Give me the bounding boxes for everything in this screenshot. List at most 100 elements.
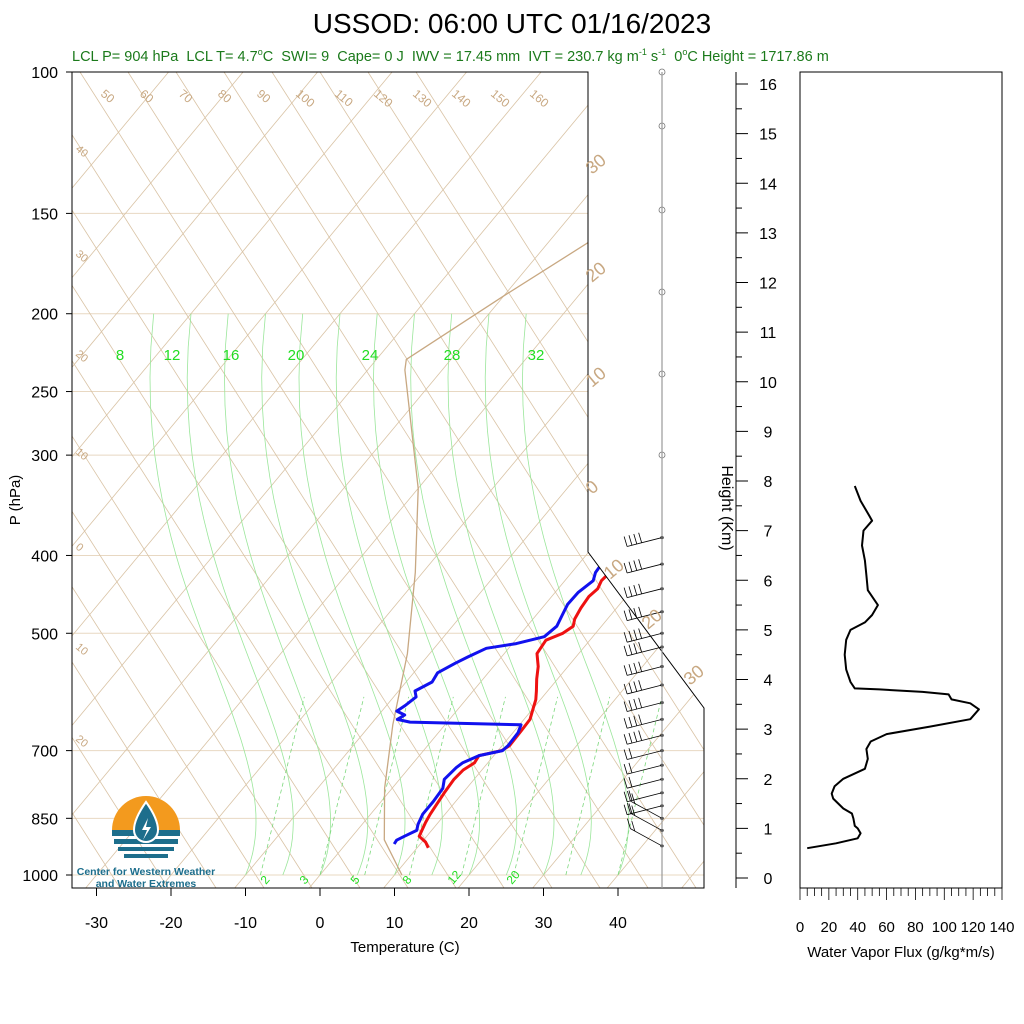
- wind-barb-feather: [628, 664, 633, 675]
- isotherm-label-top: 120: [371, 87, 396, 111]
- wind-barb-staff: [627, 764, 663, 775]
- wind-barb: [623, 606, 664, 621]
- x-tick-label: 10: [386, 915, 404, 932]
- moist-adiabat-line: [149, 313, 257, 876]
- isotherm-label-top: 110: [332, 87, 356, 110]
- wind-barb-staff: [627, 792, 663, 803]
- vapor-flux-frame: [799, 71, 1003, 889]
- wind-barb: [627, 790, 664, 820]
- isotherm-line: [756, 72, 1024, 888]
- isotherm-line: [72, 72, 691, 888]
- vapor-tick-label: 120: [961, 919, 986, 936]
- lcl-temperature: LCL T= 4.7oC: [186, 47, 274, 65]
- height-tick-label: 16: [759, 77, 777, 94]
- cw3e-logo: [112, 796, 180, 858]
- wind-barb: [623, 790, 664, 803]
- moist-adiabat-line: [484, 313, 592, 876]
- wind-barb-staff: [630, 828, 663, 847]
- wind-barb: [623, 803, 664, 816]
- mixing-ratio-label-top: 16: [223, 347, 240, 364]
- mixing-ratio-label-top: 12: [164, 347, 181, 364]
- wind-barb: [623, 680, 664, 695]
- wind-barb-feather: [638, 559, 643, 570]
- wind-barb-staff: [627, 805, 663, 816]
- logo-caption: Center for Western Weather and Water Ext…: [56, 866, 236, 890]
- x-tick-label: 20: [460, 915, 478, 932]
- height-tick-label: 8: [764, 474, 773, 491]
- isotherm-label-top: 140: [449, 87, 474, 111]
- isotherm-label-top: 90: [254, 87, 273, 107]
- wind-barb: [623, 748, 664, 760]
- height-axis-label: Height (Km): [718, 465, 735, 550]
- isotherm-label-right: 0: [582, 476, 603, 498]
- height-tick-label: 14: [759, 176, 777, 193]
- dry-adiabat-line: [175, 72, 697, 888]
- dry-adiabat-line: [319, 72, 704, 888]
- isotherm-label-top: 150: [488, 87, 513, 111]
- x-tick-label: 40: [609, 915, 627, 932]
- dry-adiabat-line: [271, 72, 704, 888]
- height-tick-label: 3: [764, 722, 773, 739]
- wind-barb-feather: [628, 803, 633, 814]
- wind-barb: [623, 661, 664, 676]
- dry-adiabat-line: [72, 72, 409, 888]
- wind-barb: [623, 559, 664, 574]
- isotherm-label-top: 130: [410, 87, 435, 111]
- dry-adiabat-line: [72, 72, 361, 888]
- wind-barb-feather: [631, 805, 636, 816]
- pressure-tick-label: 400: [31, 548, 58, 565]
- wind-barb-feather: [623, 610, 628, 621]
- moist-adiabat-line: [186, 313, 294, 876]
- wind-barb-staff: [627, 646, 663, 657]
- pressure-tick-label: 1000: [22, 868, 58, 885]
- x-axis-label: Temperature (C): [350, 939, 459, 956]
- wind-barb-staff: [627, 734, 663, 745]
- wind-barb-feather: [628, 586, 633, 597]
- x-tick-label: -20: [159, 915, 182, 932]
- wind-barb-feather: [638, 730, 643, 741]
- vapor-tick-label: 40: [849, 919, 866, 936]
- isotherm-label-top: 160: [527, 87, 552, 111]
- wind-barb-feather: [638, 628, 643, 639]
- wind-barb-staff: [627, 718, 663, 729]
- freezing-level: 0oC Height = 1717.86 m: [674, 47, 829, 65]
- lcl-pressure: LCL P= 904 hPa: [72, 48, 179, 65]
- vapor-tick-label: 80: [907, 919, 924, 936]
- wind-barb: [623, 714, 664, 729]
- logo-caption-line2: and Water Extremes: [95, 878, 197, 890]
- wind-barb-feather: [628, 732, 633, 744]
- wind-barb-feather: [623, 632, 628, 643]
- height-tick-label: 4: [764, 673, 773, 690]
- vapor-tick-label: 140: [989, 919, 1014, 936]
- wind-barb-feather: [633, 643, 638, 654]
- moist-adiabat-line: [410, 313, 518, 876]
- pressure-tick-label: 100: [31, 65, 58, 82]
- wind-barb-feather: [623, 718, 628, 729]
- moist-adiabat-line: [447, 313, 555, 876]
- wind-barb-feather: [628, 644, 633, 655]
- wind-barb: [623, 642, 664, 657]
- isotherm-label-top: 70: [176, 87, 195, 107]
- wind-barb-staff: [627, 563, 663, 574]
- mixing-ratio-label-top: 20: [288, 347, 305, 364]
- height-tick-label: 2: [764, 772, 773, 789]
- wind-barb-staff: [627, 632, 663, 643]
- parcel-path-line: [383, 72, 704, 876]
- skewt-frame: [71, 71, 705, 889]
- wind-barb-feather: [628, 748, 633, 759]
- isotherm-label-right: 20: [582, 258, 610, 286]
- wind-barb-staff: [627, 750, 663, 760]
- height-tick-label: 6: [764, 573, 773, 590]
- wind-barb-feather: [623, 645, 628, 656]
- wind-barb-feather: [628, 762, 633, 774]
- wind-barb-feather: [623, 791, 628, 802]
- isotherm-line: [234, 72, 704, 888]
- isotherm-line: [72, 72, 542, 888]
- logo-caption-line1: Center for Western Weather: [76, 866, 216, 878]
- moist-adiabat-line: [261, 313, 369, 876]
- pressure-tick-label: 150: [31, 206, 58, 223]
- wind-barb-feather: [623, 587, 628, 598]
- wind-barb-feather: [638, 714, 643, 725]
- wind-barb: [623, 583, 664, 598]
